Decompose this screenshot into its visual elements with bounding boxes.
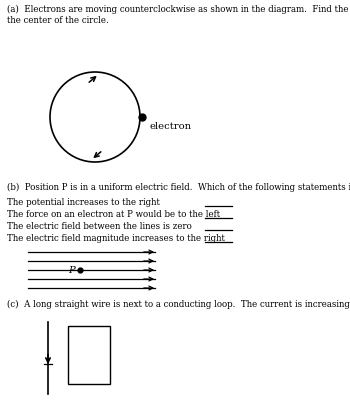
Text: (c)  A long straight wire is next to a conducting loop.  The current is increasi: (c) A long straight wire is next to a co… [7, 299, 350, 308]
Text: electron: electron [150, 122, 192, 131]
Text: The potential increases to the right: The potential increases to the right [7, 198, 160, 207]
Bar [68, 326, 110, 384]
Text: The force on an electron at P would be to the left: The force on an electron at P would be t… [7, 209, 220, 219]
Text: The electric field between the lines is zero: The electric field between the lines is … [7, 221, 192, 231]
Text: The electric field magnitude increases to the right: The electric field magnitude increases t… [7, 233, 225, 242]
Text: (b)  Position P is in a uniform electric field.  Which of the following statemen: (b) Position P is in a uniform electric … [7, 182, 350, 192]
Text: P: P [68, 265, 75, 274]
Text: (a)  Electrons are moving counterclockwise as shown in the diagram.  Find the ma: (a) Electrons are moving counterclockwis… [7, 5, 350, 24]
